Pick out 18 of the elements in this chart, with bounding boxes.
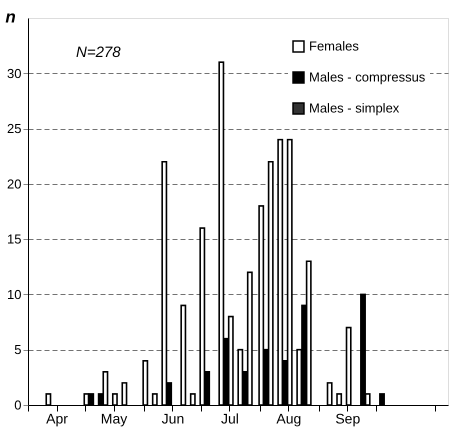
y-tick-label: 10 bbox=[7, 286, 22, 302]
x-tick-label: Sep bbox=[335, 410, 360, 426]
y-tick-label: 30 bbox=[7, 66, 22, 81]
x-tick-label: Jun bbox=[162, 410, 184, 426]
legend-label: Females bbox=[309, 38, 360, 54]
legend-label: Males - compressus bbox=[309, 70, 426, 84]
y-tick-label: 0 bbox=[14, 398, 22, 412]
x-tick-label: Aug bbox=[276, 410, 302, 426]
legend-label: Males - simplex bbox=[309, 100, 400, 116]
y-tick-label: 20 bbox=[7, 176, 22, 192]
y-axis-title: n bbox=[5, 8, 16, 26]
y-tick-label: 5 bbox=[14, 342, 22, 358]
annotation: N=278 bbox=[76, 44, 122, 61]
x-tick-label: May bbox=[100, 410, 128, 426]
x-tick-label: Apr bbox=[46, 410, 68, 426]
y-tick-label: 25 bbox=[7, 121, 22, 136]
x-tick-label: Jul bbox=[220, 410, 239, 426]
y-tick-label: 15 bbox=[7, 232, 22, 247]
